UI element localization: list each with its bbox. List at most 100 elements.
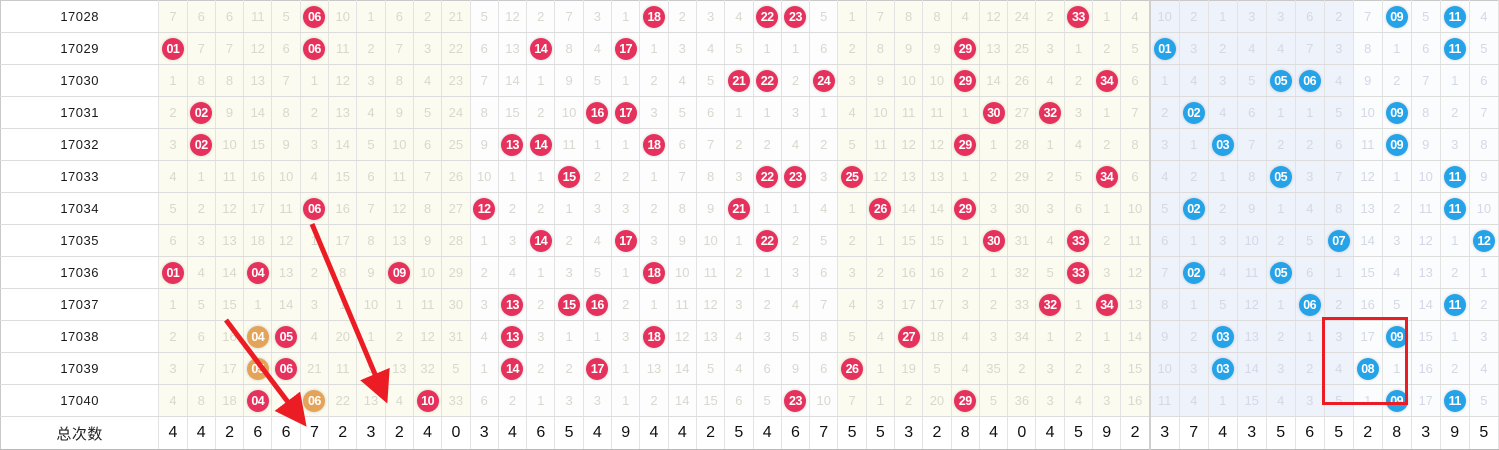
drawn-ball: 09 xyxy=(1385,101,1408,124)
drawn-ball: 11 xyxy=(1443,389,1466,412)
red-cell: 14 xyxy=(979,64,1009,97)
red-cell: 14 xyxy=(498,352,528,385)
red-cell: 1 xyxy=(837,0,867,33)
red-cell: 5 xyxy=(781,320,811,353)
red-cell: 7 xyxy=(470,64,499,97)
red-cell: 13 xyxy=(356,384,386,417)
blue-cell: 9 xyxy=(1148,320,1180,353)
red-cell: 17 xyxy=(894,288,924,321)
blue-cell: 4 xyxy=(1266,32,1296,65)
red-cell: 1 xyxy=(526,384,556,417)
red-cell: 4 xyxy=(781,288,811,321)
red-cell: 4 xyxy=(385,384,414,417)
red-cell: 22 xyxy=(441,32,471,65)
red-cell: 10 xyxy=(554,96,584,129)
red-cell: 15 xyxy=(554,160,584,193)
table-row: 17036 01 4 14 04 13 2 8 9 09 10 29 2 4 1 3 5 1 18 10 11 2 1 3 6 3… xyxy=(0,256,1499,289)
red-cell: 7 xyxy=(271,64,301,97)
red-cell: 4 xyxy=(1120,0,1151,33)
red-cell: 2 xyxy=(526,288,556,321)
red-cell: 3 xyxy=(781,96,811,129)
red-cell: 4 xyxy=(696,32,726,65)
red-cell: 2 xyxy=(781,64,811,97)
blue-cell: 1 xyxy=(1266,192,1296,225)
issue-number-cell[interactable]: 17038 xyxy=(0,320,160,353)
red-cell: 26 xyxy=(441,160,471,193)
blue-cell: 4 xyxy=(1469,352,1499,385)
issue-number-cell[interactable]: 17029 xyxy=(0,32,160,65)
red-cell: 5 xyxy=(696,352,726,385)
red-cell: 7 xyxy=(187,352,216,385)
red-cell: 31 xyxy=(1007,224,1037,257)
red-cell: 28 xyxy=(441,224,471,257)
issue-number-cell[interactable]: 17031 xyxy=(0,96,160,129)
red-cell: 2 xyxy=(158,96,188,129)
red-cell: 06 xyxy=(271,352,301,385)
red-cell: 33 xyxy=(441,384,471,417)
red-cell: 14 xyxy=(271,288,301,321)
blue-cell: 7 xyxy=(1411,64,1441,97)
blue-cell: 1 xyxy=(1440,64,1470,97)
red-cell: 2 xyxy=(639,384,669,417)
drawn-ball: 06 xyxy=(303,197,326,220)
blue-cell: 03 xyxy=(1208,128,1238,161)
red-cell: 05 xyxy=(271,320,301,353)
red-cell: 16 xyxy=(894,256,924,289)
red-cell: 12 xyxy=(328,64,358,97)
red-cell: 2 xyxy=(1064,352,1094,385)
blue-cell: 3 xyxy=(1266,0,1296,33)
red-cell: 30 xyxy=(1007,192,1037,225)
red-cell: 12 xyxy=(271,224,301,257)
red-cell: 19 xyxy=(894,352,924,385)
issue-number-cell[interactable]: 17037 xyxy=(0,288,160,321)
drawn-ball: 14 xyxy=(529,37,552,60)
drawn-ball: 02 xyxy=(1182,101,1205,124)
red-cell: 5 xyxy=(583,64,613,97)
red-cell: 11 xyxy=(413,288,443,321)
blue-cell: 5 xyxy=(1324,96,1354,129)
red-cell: 06 xyxy=(300,32,330,65)
blue-cell: 10 xyxy=(1148,352,1180,385)
red-cell: 11 xyxy=(271,192,301,225)
table-row: 17032 3 02 10 15 9 3 14 5 10 6 25 9 13 14 11 1 1 18 6 7 2 2 4 2 5… xyxy=(0,128,1499,161)
red-cell: 18 xyxy=(922,320,952,353)
blue-cell: 2 xyxy=(1148,96,1180,129)
issue-number-cell[interactable]: 17030 xyxy=(0,64,160,97)
issue-number-cell[interactable]: 17028 xyxy=(0,0,160,33)
blue-cell: 3 xyxy=(1179,352,1209,385)
blue-cell: 6 xyxy=(1324,128,1354,161)
issue-number-cell[interactable]: 17040 xyxy=(0,384,160,417)
blue-cell: 15 xyxy=(1353,256,1383,289)
table-row: 17033 4 1 11 16 10 4 15 6 11 7 26 10 1 1 15 2 2 1 7 8 3 22 23 3 2… xyxy=(0,160,1499,193)
issue-number-cell[interactable]: 17034 xyxy=(0,192,160,225)
red-cell: 5 xyxy=(837,128,867,161)
blue-cell: 2 xyxy=(1208,32,1238,65)
red-cell: 10 xyxy=(413,384,443,417)
red-cell: 3 xyxy=(809,160,839,193)
red-cell: 10 xyxy=(894,64,924,97)
blue-cell: 13 xyxy=(1353,192,1383,225)
issue-number-cell[interactable]: 17039 xyxy=(0,352,160,385)
red-cell: 12 xyxy=(894,128,924,161)
drawn-ball: 17 xyxy=(586,357,609,380)
red-cell: 9 xyxy=(781,352,811,385)
red-total-cell: 6 xyxy=(526,416,556,450)
red-cell: 15 xyxy=(696,384,726,417)
blue-cell: 3 xyxy=(1208,224,1238,257)
issue-number-cell[interactable]: 17035 xyxy=(0,224,160,257)
issue-number-cell[interactable]: 17036 xyxy=(0,256,160,289)
red-cell: 5 xyxy=(809,224,839,257)
issue-number-cell[interactable]: 17033 xyxy=(0,160,160,193)
red-cell: 01 xyxy=(158,32,188,65)
drawn-ball: 29 xyxy=(954,37,977,60)
red-cell: 3 xyxy=(753,320,782,353)
blue-cell: 08 xyxy=(1353,352,1383,385)
red-cell: 4 xyxy=(781,128,811,161)
issue-number-cell[interactable]: 17032 xyxy=(0,128,160,161)
red-cell: 13 xyxy=(639,352,669,385)
blue-cell: 14 xyxy=(1237,352,1267,385)
drawn-ball: 05 xyxy=(1269,261,1292,284)
red-cell: 16 xyxy=(328,192,358,225)
red-total-cell: 4 xyxy=(1035,416,1065,450)
red-total-cell: 7 xyxy=(300,416,330,450)
